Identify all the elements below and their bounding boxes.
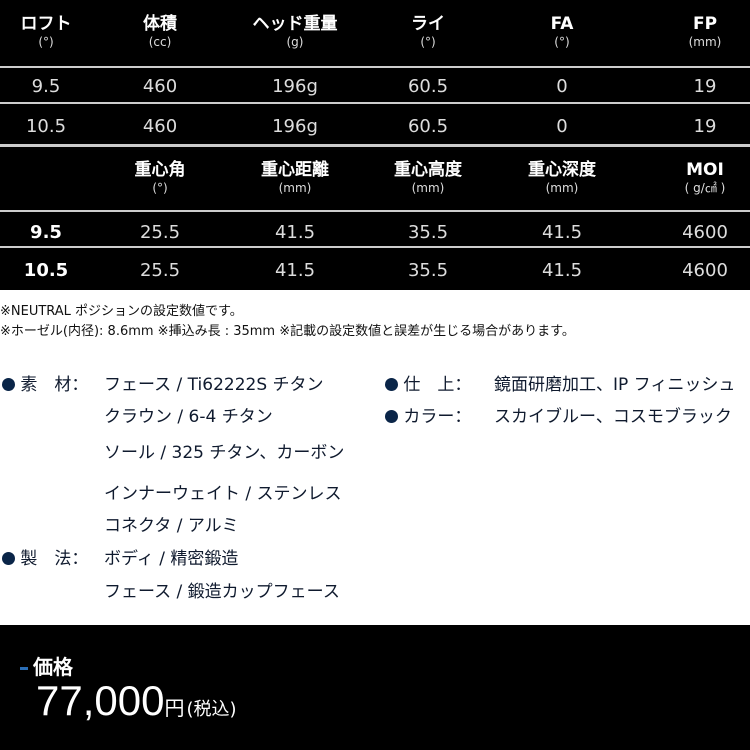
spec-line: フェース / Ti62222S チタン xyxy=(104,375,324,395)
cell: 4600 xyxy=(682,260,728,281)
bullet-icon xyxy=(385,378,398,391)
cell: 196g xyxy=(272,116,318,137)
spec-method-label: 製 法： xyxy=(2,544,88,569)
cell: 10.5 xyxy=(25,116,67,137)
unit: (mm) xyxy=(545,181,579,195)
divider xyxy=(0,102,750,104)
note: ※ホーゼル(内径): 8.6mm ※挿込み長 : 35mm ※記載の設定数値と誤… xyxy=(0,324,575,339)
header-head-weight: ヘッド重量 (g) xyxy=(253,14,338,50)
cell: 60.5 xyxy=(407,116,449,137)
bullet-icon xyxy=(385,410,398,423)
cell: 0 xyxy=(556,76,568,97)
unit: (g) xyxy=(286,35,304,49)
label: 仕 上： xyxy=(403,375,472,395)
label: 重心深度 xyxy=(528,160,596,180)
header-moi: MOI( g/㎠ ) xyxy=(685,160,726,196)
header-cg-angle: 重心角 (°) xyxy=(135,160,186,196)
header-loft: ロフト (°) xyxy=(21,14,72,50)
spec-line: クラウン / 6-4 チタン xyxy=(104,407,273,427)
unit: (mm) xyxy=(411,181,445,195)
spec-line: ソール / 325 チタン、カーボン xyxy=(104,443,345,463)
label: FA xyxy=(550,14,574,34)
note: ※NEUTRAL ポジションの設定数値です。 xyxy=(0,304,243,319)
label: ヘッド重量 xyxy=(252,14,338,34)
cell: 41.5 xyxy=(541,222,583,243)
cell: 35.5 xyxy=(407,222,449,243)
cell: 4600 xyxy=(682,222,728,243)
spec-finish-value: 鏡面研磨加工、IP フィニッシュ xyxy=(494,375,736,395)
cell: 41.5 xyxy=(274,260,316,281)
cell: 60.5 xyxy=(407,76,449,97)
label: ロフト xyxy=(20,14,72,34)
unit: (mm) xyxy=(688,35,722,49)
label: 製 法： xyxy=(20,549,89,569)
label: 体積 xyxy=(143,14,177,34)
cell: 19 xyxy=(693,116,717,137)
cell: 25.5 xyxy=(139,260,181,281)
spec-finish-label: 仕 上： xyxy=(385,370,471,395)
label: FP xyxy=(692,14,718,34)
notes: ※NEUTRAL ポジションの設定数値です。 ※ホーゼル(内径): 8.6mm … xyxy=(0,302,575,342)
header-fa: FA (°) xyxy=(551,14,574,50)
label: カラー： xyxy=(403,407,472,427)
spec-line: ボディ / 精密鍛造 xyxy=(104,549,239,569)
table2-header: 重心角 (°) 重心距離 (mm) 重心高度 (mm) 重心深度 (mm) MOI( g… xyxy=(0,160,750,210)
cell: 196g xyxy=(272,76,318,97)
cell: 41.5 xyxy=(541,260,583,281)
price-label: 価格 xyxy=(33,655,73,679)
header-fp: FP (mm) xyxy=(689,14,722,50)
price-value-line: 77,000円 (税込) xyxy=(36,677,237,725)
label: 素 材： xyxy=(20,375,89,395)
header-volume: 体積 (cc) xyxy=(143,14,177,50)
label: 重心高度 xyxy=(394,160,462,180)
dash-icon xyxy=(20,667,28,670)
divider xyxy=(0,246,750,248)
label: ライ xyxy=(411,14,445,34)
unit: (°) xyxy=(38,35,54,49)
price-tax: (税込) xyxy=(186,699,237,720)
price-section: 価格 77,000円 (税込) xyxy=(0,625,750,750)
cell: 460 xyxy=(142,76,178,97)
cell: 9.5 xyxy=(30,222,62,243)
cell: 10.5 xyxy=(23,260,69,281)
bullet-icon xyxy=(2,378,15,391)
unit: (°) xyxy=(152,181,168,195)
table1-header: ロフト (°) 体積 (cc) ヘッド重量 (g) ライ (°) FA (°) FP (mm… xyxy=(0,14,750,66)
spec-line: インナーウェイト / ステンレス xyxy=(104,484,342,504)
spec-table: ロフト (°) 体積 (cc) ヘッド重量 (g) ライ (°) FA (°) FP (mm… xyxy=(0,0,750,290)
spec-line: コネクタ / アルミ xyxy=(104,516,239,536)
unit: (cc) xyxy=(148,35,172,49)
spec-color-label: カラー： xyxy=(385,402,471,427)
price-value: 77,000 xyxy=(36,677,165,724)
price-heading: 価格 xyxy=(20,651,73,680)
cell: 41.5 xyxy=(274,222,316,243)
spec-color-value: スカイブルー、コスモブラック xyxy=(494,407,732,427)
label: 重心角 xyxy=(134,160,186,180)
cell: 460 xyxy=(142,116,178,137)
cell: 0 xyxy=(556,116,568,137)
cell: 35.5 xyxy=(407,260,449,281)
header-cg-depth: 重心深度 (mm) xyxy=(528,160,596,196)
unit: (°) xyxy=(420,35,436,49)
cell: 25.5 xyxy=(139,222,181,243)
header-cg-height: 重心高度 (mm) xyxy=(394,160,462,196)
divider xyxy=(0,66,750,68)
cell: 9.5 xyxy=(31,76,61,97)
unit: ( g/㎠ ) xyxy=(684,181,726,195)
label: MOI xyxy=(686,160,724,180)
unit: (°) xyxy=(554,35,570,49)
label: 重心距離 xyxy=(261,160,329,180)
header-lie: ライ (°) xyxy=(411,14,445,50)
price-currency: 円 xyxy=(164,696,185,720)
unit: (mm) xyxy=(278,181,312,195)
bullet-icon xyxy=(2,552,15,565)
header-cg-distance: 重心距離 (mm) xyxy=(261,160,329,196)
divider xyxy=(0,210,750,212)
cell: 19 xyxy=(693,76,717,97)
divider xyxy=(0,144,750,147)
spec-material-label: 素 材： xyxy=(2,370,88,395)
spec-line: フェース / 鍛造カップフェース xyxy=(104,582,340,602)
